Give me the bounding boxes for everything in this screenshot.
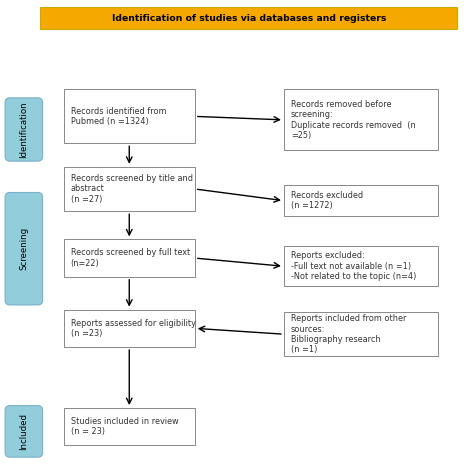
Text: Records screened by title and
abstract
(n =27): Records screened by title and abstract (… <box>71 174 193 204</box>
Text: Screening: Screening <box>19 227 28 270</box>
FancyBboxPatch shape <box>284 90 438 150</box>
FancyBboxPatch shape <box>64 408 195 446</box>
Text: Identification of studies via databases and registers: Identification of studies via databases … <box>111 13 386 22</box>
Text: Included: Included <box>19 413 28 450</box>
Text: Reports excluded:
-Full text not available (n =1)
-Not related to the topic (n=4: Reports excluded: -Full text not availab… <box>291 251 416 281</box>
Text: Reports assessed for eligibility
(n =23): Reports assessed for eligibility (n =23) <box>71 319 196 338</box>
Text: Reports included from other
sources:
Bibliography research
(n =1): Reports included from other sources: Bib… <box>291 314 406 354</box>
FancyBboxPatch shape <box>64 310 195 347</box>
Text: Records identified from
Pubmed (n =1324): Records identified from Pubmed (n =1324) <box>71 107 166 126</box>
FancyBboxPatch shape <box>284 185 438 216</box>
Text: Identification: Identification <box>19 101 28 158</box>
Text: Studies included in review
(n = 23): Studies included in review (n = 23) <box>71 417 178 437</box>
Text: Records screened by full text
(n=22): Records screened by full text (n=22) <box>71 248 190 268</box>
FancyBboxPatch shape <box>64 239 195 277</box>
FancyBboxPatch shape <box>5 98 43 161</box>
FancyBboxPatch shape <box>64 90 195 143</box>
FancyBboxPatch shape <box>64 167 195 211</box>
FancyBboxPatch shape <box>40 8 457 28</box>
FancyBboxPatch shape <box>284 312 438 356</box>
Text: Records removed before
screening:
Duplicate records removed  (n
=25): Records removed before screening: Duplic… <box>291 100 416 140</box>
FancyBboxPatch shape <box>5 406 43 457</box>
FancyBboxPatch shape <box>284 246 438 286</box>
Text: Records excluded
(n =1272): Records excluded (n =1272) <box>291 191 363 210</box>
FancyBboxPatch shape <box>5 192 43 305</box>
